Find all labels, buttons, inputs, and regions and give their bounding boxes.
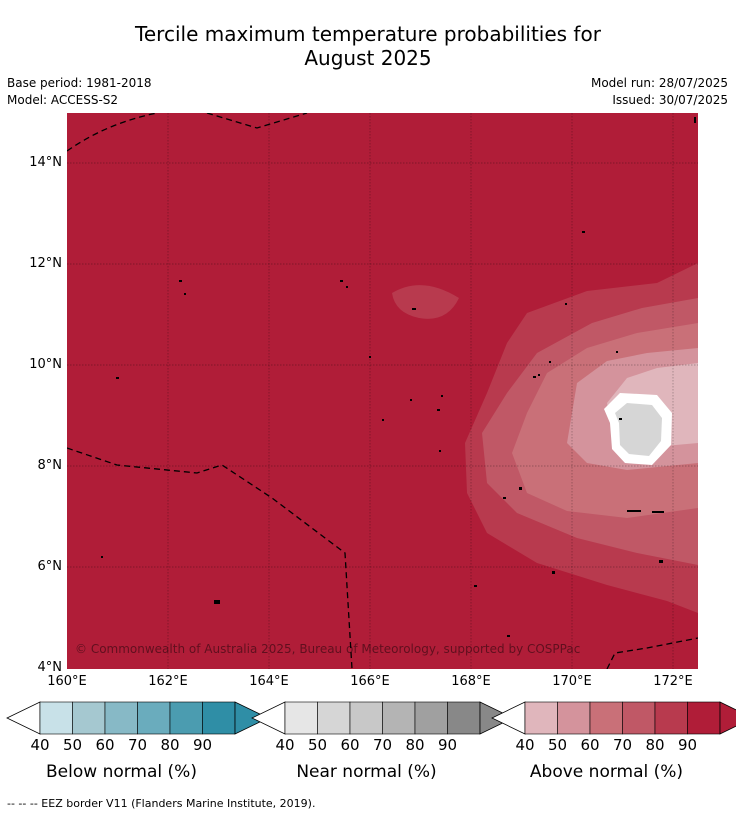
x-tick-label: 166°E: [350, 674, 390, 689]
colorbar-segment: [72, 701, 106, 735]
y-tick-label: 6°N: [37, 559, 63, 574]
colorbar-tick: 60: [340, 736, 360, 754]
y-tick-label: 8°N: [37, 458, 63, 473]
colorbar-segment: [622, 701, 656, 735]
colorbar-segment: [349, 701, 383, 735]
colorbar-tick: 90: [192, 736, 213, 754]
model-name: Model: ACCESS-S2: [7, 93, 119, 107]
title-line-2: August 2025: [304, 46, 432, 70]
colorbar-segment: [284, 701, 318, 735]
y-tick-label: 14°N: [29, 155, 62, 170]
colorbar-segment: [317, 701, 351, 735]
meta-right: Model run: 28/07/2025 Issued: 30/07/2025: [591, 75, 728, 109]
colorbar-segment: [104, 701, 138, 735]
near-normal-patch: [615, 403, 662, 456]
colorbar-segment: [382, 701, 416, 735]
x-tick-label: 170°E: [552, 674, 592, 689]
colorbar-extend-high: [719, 701, 736, 735]
meta-left: Base period: 1981-2018 Model: ACCESS-S2: [7, 75, 152, 109]
colorbar-tick: 50: [62, 736, 83, 754]
colorbar-segment: [557, 701, 591, 735]
colorbar-segment: [524, 701, 558, 735]
model-run: Model run: 28/07/2025: [590, 76, 728, 90]
colorbar-segment: [202, 701, 236, 735]
gridlines: [67, 113, 698, 669]
colorbar-tick: 70: [612, 736, 633, 754]
colorbar-extend-low: [6, 701, 41, 735]
colorbar-tick: 50: [307, 736, 328, 754]
y-tick-label: 12°N: [29, 256, 62, 271]
x-tick-label: 160°E: [47, 674, 87, 689]
colorbar-above-normal: [491, 701, 736, 735]
colorbar-segment: [414, 701, 448, 735]
colorbar-segment: [137, 701, 171, 735]
colorbar-title-below: Below normal (%): [46, 762, 197, 782]
x-tick-label: 172°E: [653, 674, 693, 689]
colorbar-tick: 40: [515, 736, 535, 754]
eez-borders: [67, 113, 698, 669]
x-tick-label: 162°E: [148, 674, 188, 689]
colorbar-extend-low: [491, 701, 526, 735]
colorbar-tick: 40: [275, 736, 295, 754]
eez-footnote: -- -- -- EEZ border V11 (Flanders Marine…: [7, 797, 316, 810]
colorbar-segment: [589, 701, 623, 735]
colorbar-segment: [169, 701, 203, 735]
colorbar-tick: 60: [580, 736, 600, 754]
colorbar-segment: [654, 701, 688, 735]
colorbar-tick: 90: [437, 736, 458, 754]
colorbar-segment: [39, 701, 73, 735]
islands: [101, 117, 696, 637]
colorbars: [6, 701, 736, 735]
map-credit: © Commonwealth of Australia 2025, Bureau…: [75, 642, 580, 656]
title-line-1: Tercile maximum temperature probabilitie…: [135, 22, 601, 46]
colorbar-extend-low: [251, 701, 286, 735]
probability-map: © Commonwealth of Australia 2025, Bureau…: [67, 113, 698, 669]
colorbar-title-above: Above normal (%): [529, 762, 684, 782]
colorbar-tick: 40: [30, 736, 50, 754]
colorbar-tick: 70: [127, 736, 148, 754]
colorbar-below-normal: [6, 701, 269, 735]
issued-date: Issued: 30/07/2025: [612, 93, 728, 107]
colorbar-segment: [687, 701, 721, 735]
contour-blob-west: [392, 285, 459, 319]
colorbar-title-near: Near normal (%): [296, 762, 437, 782]
colorbar-tick: 70: [372, 736, 393, 754]
colorbar-near-normal: [251, 701, 514, 735]
base-period: Base period: 1981-2018: [7, 76, 152, 90]
colorbar-tick: 80: [405, 736, 425, 754]
colorbar-tick: 50: [547, 736, 568, 754]
y-tick-label: 10°N: [29, 357, 62, 372]
x-tick-label: 168°E: [451, 674, 491, 689]
x-tick-label: 164°E: [249, 674, 289, 689]
colorbar-tick: 90: [677, 736, 698, 754]
colorbar-tick: 80: [160, 736, 180, 754]
colorbar-tick: 60: [95, 736, 115, 754]
y-tick-label: 4°N: [37, 660, 63, 675]
colorbar-tick: 80: [645, 736, 665, 754]
map-title: Tercile maximum temperature probabilitie…: [0, 22, 736, 70]
colorbar-segment: [447, 701, 481, 735]
